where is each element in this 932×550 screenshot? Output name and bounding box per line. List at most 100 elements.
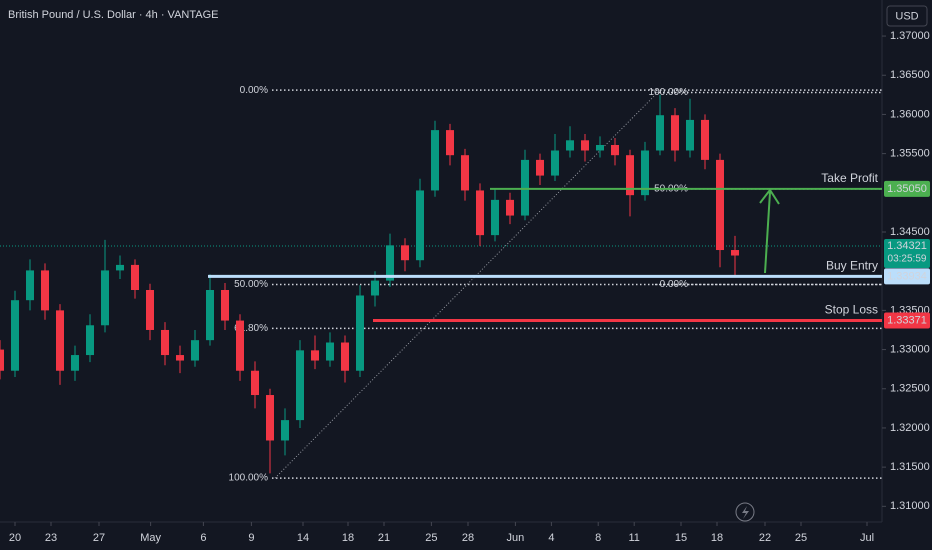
candle-body	[446, 130, 454, 156]
candle-body	[641, 150, 649, 196]
candle-body	[521, 159, 529, 216]
y-tick-label: 1.33000	[890, 343, 930, 355]
candle-body	[296, 350, 304, 421]
x-tick-label: 20	[9, 532, 21, 544]
x-tick-label: 22	[759, 532, 771, 544]
x-tick-label: 11	[628, 532, 639, 544]
candle-body	[461, 155, 469, 191]
candle-body	[731, 250, 739, 256]
candle-body	[701, 119, 709, 160]
y-tick-label: 1.36500	[890, 69, 930, 81]
level-name: Stop Loss	[825, 303, 878, 317]
x-tick-label: 23	[45, 532, 57, 544]
x-tick-label: 14	[297, 532, 309, 544]
candle-body	[176, 355, 184, 361]
candle-body	[206, 290, 214, 341]
level-tag	[884, 180, 930, 197]
current-price-label: 1.34321	[887, 240, 927, 252]
level-tag-label: 1.35050	[887, 183, 927, 195]
fib-label: 61.80%	[234, 323, 268, 334]
fib-trend-line	[274, 89, 661, 479]
x-tick-label: 15	[675, 532, 687, 544]
x-tick-label: 21	[378, 532, 390, 544]
x-tick-label: 25	[795, 532, 807, 544]
y-tick-label: 1.31000	[890, 500, 930, 512]
level-name: Buy Entry	[826, 259, 878, 273]
y-tick-label: 1.32500	[890, 383, 930, 395]
level-tag	[884, 268, 930, 285]
candle-body	[686, 119, 694, 151]
candle-body	[11, 300, 19, 371]
candle-body	[26, 270, 34, 301]
x-tick-label: 9	[248, 532, 254, 544]
candle-body	[566, 140, 574, 151]
target-arrow	[759, 188, 780, 274]
candle-body	[311, 350, 319, 361]
candle-body	[356, 295, 364, 371]
currency-box[interactable]	[886, 5, 928, 27]
x-tick-label: 18	[342, 532, 354, 544]
countdown: 03:25:59	[888, 254, 927, 265]
candle-body	[386, 245, 394, 281]
x-tick-label: 4	[548, 532, 554, 544]
x-tick-label: 18	[711, 532, 723, 544]
lightning-icon[interactable]	[735, 502, 755, 522]
y-tick-label: 1.36000	[890, 108, 930, 120]
fib-label: 0.00%	[240, 85, 268, 96]
candle-body	[611, 145, 619, 156]
candle-body	[101, 270, 109, 326]
candle-body	[371, 280, 379, 296]
x-tick-label: 28	[462, 532, 474, 544]
candle-body	[506, 199, 514, 216]
fib-label: 0.00%	[660, 279, 688, 290]
candle-body	[236, 320, 244, 371]
candle-body	[86, 325, 94, 356]
lightning-glyph	[742, 506, 749, 519]
y-tick-label: 1.35500	[890, 148, 930, 160]
candle-body	[146, 290, 154, 330]
candle-body	[41, 270, 49, 311]
candle-body	[266, 395, 274, 441]
candle-body	[656, 115, 664, 151]
candle-body	[416, 190, 424, 261]
x-tick-label: Jun	[507, 532, 525, 544]
candle-body	[71, 355, 79, 371]
level-tag-label: 1.33934	[887, 270, 927, 282]
fib-label: 100.00%	[649, 87, 689, 98]
candle-body	[491, 199, 499, 236]
y-tick-label: 1.34500	[890, 226, 930, 238]
x-tick-label: 8	[595, 532, 601, 544]
candle-body	[401, 245, 409, 261]
candle-body	[116, 264, 124, 271]
currency[interactable]: USD	[895, 10, 918, 22]
chart-title: British Pound / U.S. Dollar · 4h · VANTA…	[8, 9, 219, 21]
candle-body	[191, 340, 199, 361]
y-tick-label: 1.37000	[890, 30, 930, 42]
level-name: Take Profit	[821, 171, 878, 185]
candle-body	[536, 159, 544, 176]
candle-body	[596, 145, 604, 151]
candle-body	[221, 290, 229, 321]
candle-body	[341, 342, 349, 371]
y-tick-label: 1.31500	[890, 461, 930, 473]
fib-label: 100.00%	[229, 473, 269, 484]
candle-body	[161, 329, 169, 356]
x-tick-label: 6	[200, 532, 206, 544]
x-tick-label: Jul	[860, 532, 874, 544]
candle-body	[131, 264, 139, 290]
level-tag	[884, 312, 930, 329]
candle-body	[431, 130, 439, 191]
candle-body	[671, 115, 679, 151]
fib-label: 50.00%	[234, 279, 268, 290]
y-tick-label: 1.32000	[890, 422, 930, 434]
candle-body	[626, 155, 634, 196]
x-tick-label: 25	[425, 532, 437, 544]
candle-body	[476, 190, 484, 236]
candle-body	[581, 140, 589, 151]
candle-body	[251, 370, 259, 396]
candle-body	[281, 420, 289, 441]
candle-body	[716, 159, 724, 251]
x-tick-label: May	[140, 532, 161, 544]
